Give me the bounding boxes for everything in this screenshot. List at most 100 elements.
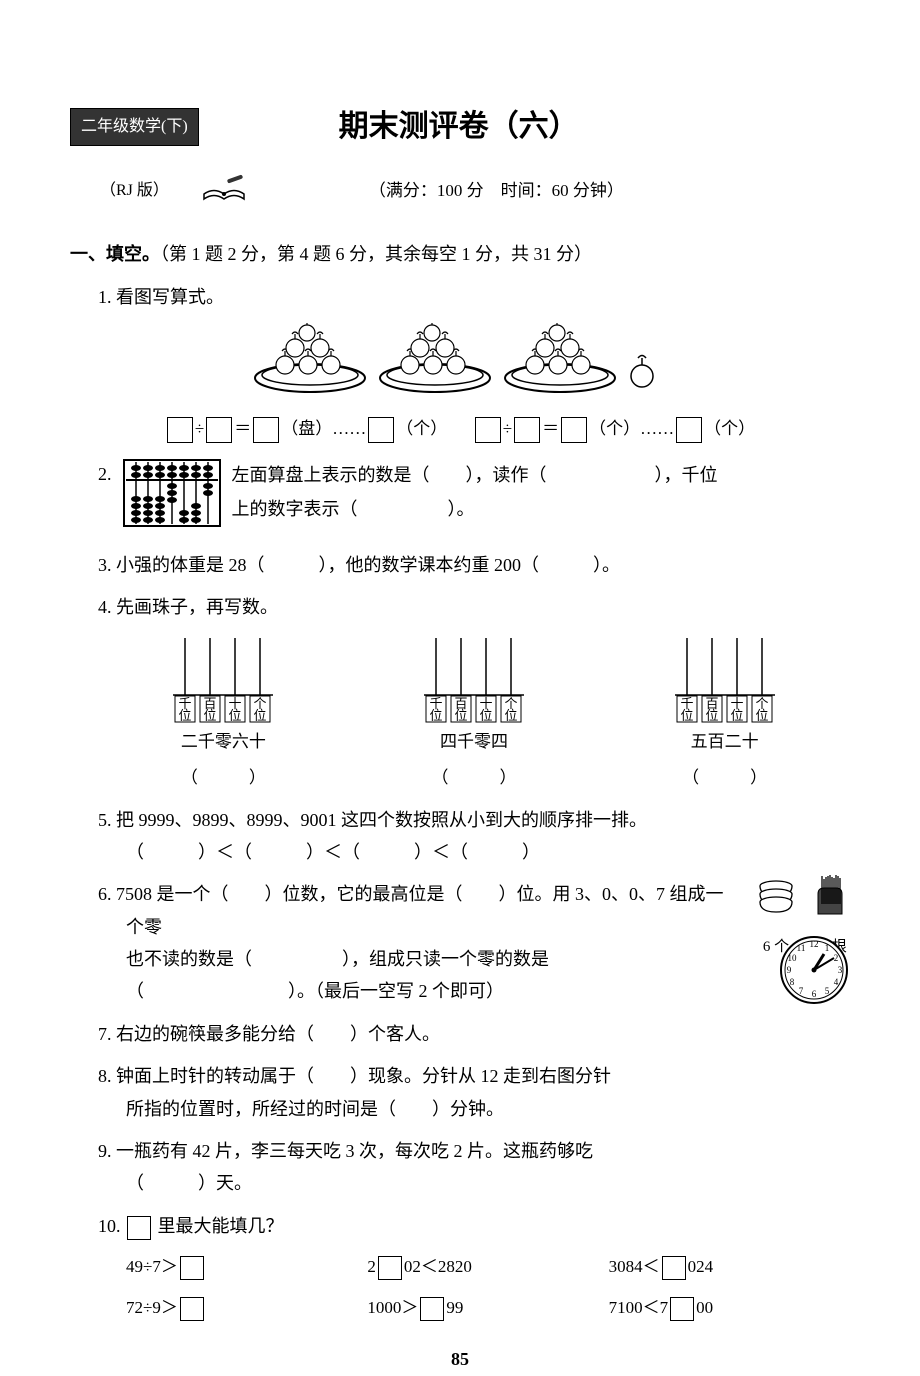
q4-ans-2: （ ）: [431, 763, 516, 794]
svg-text:位: 位: [179, 708, 192, 723]
q10-r1-c2: 024: [688, 1257, 714, 1276]
fill-box[interactable]: [514, 417, 540, 443]
svg-text:位: 位: [454, 708, 467, 723]
q4-text: 先画珠子，再写数。: [116, 597, 278, 617]
q6-text-c: （ ）。（最后一空写 2 个即可）: [126, 981, 504, 1001]
q10-r2-b2: 99: [446, 1298, 463, 1317]
q10-num: 10.: [98, 1216, 121, 1236]
q3-num: 3.: [98, 555, 112, 575]
sub-header-row: （RJ 版） （满分：100 分 时间：60 分钟）: [70, 169, 850, 213]
counter-label-3: 五百二十: [665, 727, 785, 758]
svg-text:位: 位: [755, 708, 768, 723]
q1-text: 看图写算式。: [116, 287, 224, 307]
fill-box[interactable]: [368, 417, 394, 443]
score-time: （满分：100 分 时间：60 分钟）: [369, 176, 624, 207]
question-3: 3. 小强的体重是 28（ ），他的数学课本约重 200（ ）。: [98, 549, 850, 581]
q4-counters: 千位 百位 十位 个位 二千零六十 千位 百位 十位 个位 四千零四 千位: [98, 633, 850, 758]
q1-num: 1.: [98, 287, 112, 307]
q5-num: 5.: [98, 810, 112, 830]
fill-box[interactable]: [475, 417, 501, 443]
svg-text:11: 11: [797, 943, 806, 953]
q9-num: 9.: [98, 1141, 112, 1161]
question-10: 10. 里最大能填几？: [98, 1210, 850, 1242]
svg-text:位: 位: [254, 708, 267, 723]
svg-text:6: 6: [812, 989, 817, 999]
fill-box[interactable]: [167, 417, 193, 443]
fill-box[interactable]: [180, 1297, 204, 1321]
fill-box[interactable]: [662, 1256, 686, 1280]
place-counter-2: 千位 百位 十位 个位 四千零四: [414, 633, 534, 758]
svg-text:2: 2: [834, 953, 839, 963]
q4-ans-1: （ ）: [181, 763, 266, 794]
question-8: 8. 钟面上时针的转动属于（ ）现象。分针从 12 走到右图分针 所指的位置时，…: [98, 1060, 850, 1125]
question-4: 4. 先画珠子，再写数。: [98, 591, 850, 623]
clock-icon: 1212 345 678 91011: [778, 934, 850, 1016]
counter-label-2: 四千零四: [414, 727, 534, 758]
question-7: 7. 右边的碗筷最多能分给（ ）个客人。: [98, 1018, 850, 1050]
counter-label-1: 二千零六十: [163, 727, 283, 758]
q10-r2-c1: 7100＜7: [609, 1298, 669, 1317]
q9-text-b: （ ）天。: [126, 1173, 252, 1193]
svg-text:位: 位: [730, 708, 743, 723]
q10-row2: 72÷9＞ 1000＞99 7100＜700: [126, 1293, 850, 1324]
svg-text:位: 位: [680, 708, 693, 723]
q1-unit4: （个）: [704, 419, 755, 438]
q5-text: 把 9999、9899、8999、9001 这四个数按照从小到大的顺序排一排。: [116, 810, 647, 830]
page-number: 85: [70, 1343, 850, 1375]
q10-r1-b1: 2: [367, 1257, 376, 1276]
place-counter-3: 千位 百位 十位 个位 五百二十: [665, 633, 785, 758]
fill-box[interactable]: [206, 417, 232, 443]
fill-box[interactable]: [670, 1297, 694, 1321]
fill-box[interactable]: [378, 1256, 402, 1280]
section-heading-bold: 一、填空。: [70, 244, 160, 264]
q2-text: 左面算盘上表示的数是（ ），读作（ ），千位 上的数字表示（ ）。: [232, 458, 851, 526]
q8-text-b: 所指的位置时，所经过的时间是（ ）分钟。: [126, 1099, 504, 1119]
question-6: 6. 7508 是一个（ ）位数，它的最高位是（ ）位。用 3、0、0、7 组成…: [98, 878, 850, 1008]
fill-box[interactable]: [180, 1256, 204, 1280]
fill-box[interactable]: [676, 417, 702, 443]
svg-text:7: 7: [799, 986, 804, 996]
svg-text:12: 12: [810, 939, 819, 949]
q8-num: 8.: [98, 1066, 112, 1086]
header-row: 二年级数学(下) 期末测评卷（六）: [70, 100, 850, 154]
fill-box[interactable]: [127, 1216, 151, 1240]
svg-text:位: 位: [479, 708, 492, 723]
q10-r2-c2: 00: [696, 1298, 713, 1317]
q9-text-a: 一瓶药有 42 片，李三每天吃 3 次，每次吃 2 片。这瓶药够吃: [116, 1141, 593, 1161]
q2-text-a: 左面算盘上表示的数是（ ），读作（ ），千位: [232, 465, 718, 485]
right-side-images: 6 个 10 根 1212 345 678 91011: [70, 878, 850, 1200]
fill-box[interactable]: [420, 1297, 444, 1321]
section-heading: 一、填空。（第 1 题 2 分，第 4 题 6 分，其余每空 1 分，共 31 …: [70, 238, 850, 270]
svg-text:4: 4: [834, 977, 839, 987]
q6-text-a: 7508 是一个（ ）位数，它的最高位是（ ）位。用 3、0、0、7 组成一个零: [116, 884, 724, 936]
version-label: （RJ 版）: [100, 177, 169, 206]
svg-text:位: 位: [429, 708, 442, 723]
q4-answers: （ ） （ ） （ ）: [98, 763, 850, 794]
q1-unit3: （个）……: [589, 419, 674, 438]
grade-tag: 二年级数学(下): [70, 108, 199, 147]
q1-unit1: （盘）……: [281, 419, 366, 438]
q2-text-b: 上的数字表示（ ）。: [232, 499, 475, 519]
q1-unit2: （个）: [396, 419, 447, 438]
q5-blanks: （ ）＜（ ）＜（ ）＜（ ）: [126, 842, 540, 862]
svg-text:9: 9: [787, 965, 792, 975]
svg-text:5: 5: [825, 986, 830, 996]
q10-row1: 49÷7＞ 202＜2820 3084＜024: [126, 1252, 850, 1283]
q1-equations: ÷＝（盘）……（个） ÷＝（个）……（个）: [70, 414, 850, 445]
svg-text:3: 3: [838, 965, 843, 975]
fill-box[interactable]: [561, 417, 587, 443]
q6-num: 6.: [98, 884, 112, 904]
svg-text:10: 10: [788, 953, 798, 963]
q10-r1-a: 49÷7＞: [126, 1257, 178, 1276]
q7-text: 右边的碗筷最多能分给（ ）个客人。: [116, 1024, 440, 1044]
svg-text:1: 1: [825, 943, 830, 953]
page-title: 期末测评卷（六）: [339, 100, 579, 154]
svg-text:位: 位: [229, 708, 242, 723]
svg-text:位: 位: [705, 708, 718, 723]
svg-text:位: 位: [504, 708, 517, 723]
book-icon: [199, 169, 249, 213]
q8-text-a: 钟面上时针的转动属于（ ）现象。分针从 12 走到右图分针: [116, 1066, 611, 1086]
q4-num: 4.: [98, 597, 112, 617]
q10-r2-b1: 1000＞: [367, 1298, 418, 1317]
fill-box[interactable]: [253, 417, 279, 443]
